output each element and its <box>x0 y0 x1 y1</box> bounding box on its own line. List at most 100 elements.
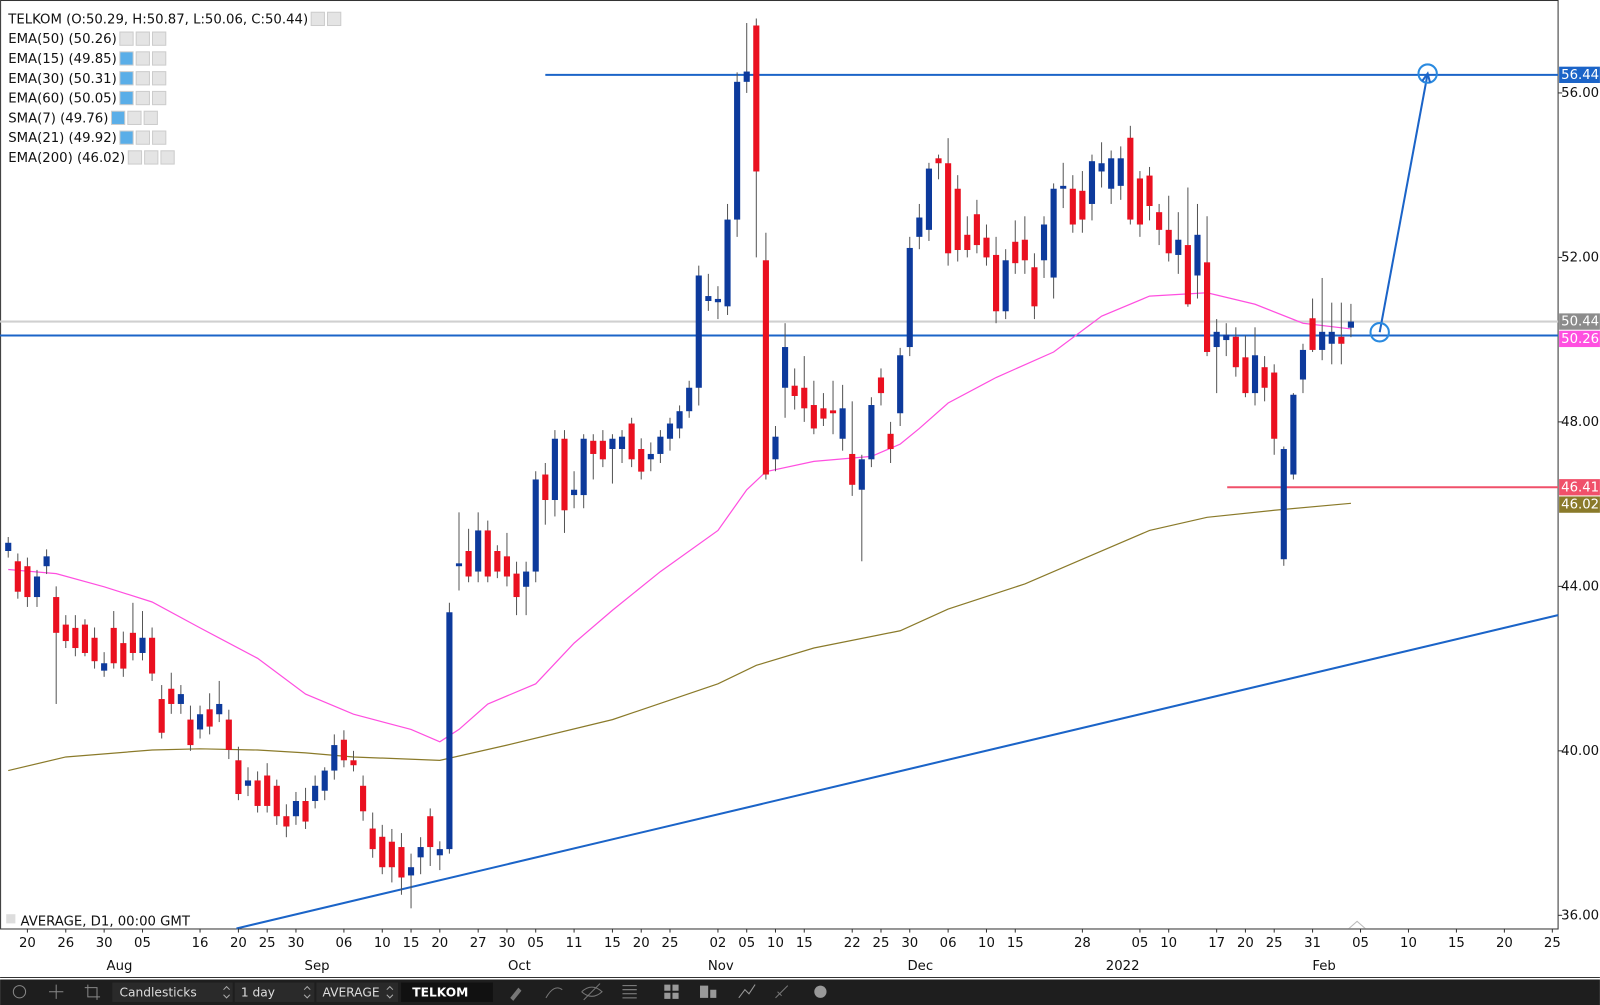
legend-icon[interactable] <box>310 11 325 27</box>
candle-body <box>724 219 731 307</box>
candle-body <box>599 440 606 460</box>
x-tick-label: 30 <box>499 936 516 951</box>
legend-icon[interactable] <box>119 90 134 106</box>
magnet-icon[interactable] <box>545 987 563 999</box>
candle-body <box>897 355 904 414</box>
plot-frame <box>0 0 1559 930</box>
legend-icon[interactable] <box>119 31 134 46</box>
hide-icon[interactable] <box>581 983 603 1001</box>
price-tag <box>1559 330 1600 348</box>
x-tick-label: 10 <box>1400 936 1417 951</box>
candle-body <box>302 801 309 822</box>
candle-body <box>523 571 530 587</box>
y-tick-label: 44.00 <box>1561 579 1599 594</box>
x-tick-label: 20 <box>1237 936 1254 951</box>
legend-icon[interactable] <box>160 150 175 165</box>
x-tick-label: 28 <box>1074 936 1091 951</box>
list-icon[interactable] <box>622 985 637 999</box>
legend-icon[interactable] <box>135 130 150 145</box>
legend-icon[interactable] <box>119 51 134 66</box>
legend-icon[interactable] <box>127 150 143 165</box>
layout-icon[interactable] <box>664 984 679 999</box>
candle-body <box>1347 321 1354 328</box>
candle-body <box>340 739 347 761</box>
y-tick-label: 40.00 <box>1561 744 1599 759</box>
projection-arrowhead <box>1421 71 1432 83</box>
candle-body <box>503 556 511 577</box>
candle-body <box>743 71 750 82</box>
candle-body <box>810 405 817 429</box>
candle-body <box>849 453 856 485</box>
candle-body <box>465 551 472 577</box>
candle-body <box>705 296 712 301</box>
candle-body <box>868 405 875 460</box>
candle-body <box>772 436 779 460</box>
x-tick-label: 05 <box>527 936 544 951</box>
legend-icon[interactable] <box>127 110 142 125</box>
candle-body <box>695 275 702 388</box>
template-icon[interactable] <box>700 985 717 998</box>
x-tick-label: 10 <box>374 936 391 951</box>
candle-body <box>1165 229 1172 254</box>
legend-icon[interactable] <box>119 71 134 86</box>
info-icon[interactable] <box>12 985 27 999</box>
legend-icon[interactable] <box>135 90 150 106</box>
legend-icon[interactable] <box>119 130 134 145</box>
type-select[interactable] <box>112 982 233 1002</box>
legend-icon[interactable] <box>135 71 150 86</box>
price-tag <box>1559 313 1600 330</box>
indicator-icon[interactable] <box>738 984 756 999</box>
candle-body <box>177 694 184 704</box>
legend-icon[interactable] <box>152 31 167 46</box>
candle-body <box>321 770 328 791</box>
crop-icon[interactable] <box>84 984 101 1000</box>
projection-line <box>1378 73 1429 333</box>
legend-icon[interactable] <box>152 130 167 145</box>
candle-body <box>820 408 827 419</box>
legend-icon[interactable] <box>135 31 150 46</box>
pen-icon[interactable] <box>510 987 522 1001</box>
x-tick-label: 15 <box>1007 936 1024 951</box>
legend-icon[interactable] <box>152 90 167 106</box>
candle-body <box>551 438 558 501</box>
price-select[interactable] <box>316 982 398 1002</box>
link-icon[interactable] <box>775 985 789 999</box>
candle-body <box>43 556 50 567</box>
legend-icon[interactable] <box>152 51 167 66</box>
nav-marker <box>1348 920 1366 929</box>
candle-body <box>542 474 549 501</box>
price-tag <box>1559 496 1600 513</box>
candle-body <box>1021 239 1028 261</box>
legend-icon[interactable] <box>152 71 167 86</box>
candle-body <box>110 627 117 664</box>
candle-body <box>129 632 136 653</box>
x-major-label: Sep <box>305 959 330 974</box>
candle-body <box>1002 260 1009 312</box>
indicator-line <box>8 292 1352 743</box>
x-tick-label: 10 <box>1160 936 1177 951</box>
x-tick-label: 25 <box>259 936 276 951</box>
candle-body <box>532 479 539 572</box>
legend-icon[interactable] <box>110 110 126 125</box>
candle-body <box>158 699 165 733</box>
symbol-box[interactable] <box>401 982 493 1002</box>
candle-body <box>590 440 597 454</box>
legend-icon[interactable] <box>135 51 150 66</box>
x-tick-label: 11 <box>566 936 583 951</box>
x-major-label: Aug <box>107 959 133 974</box>
candle-body <box>628 423 635 460</box>
period-select[interactable] <box>234 982 315 1002</box>
candle-body <box>225 719 232 751</box>
x-tick-label: 25 <box>662 936 679 951</box>
legend-icon[interactable] <box>143 110 158 125</box>
crosshair-icon[interactable] <box>49 984 64 999</box>
settings-icon[interactable] <box>814 985 827 998</box>
x-tick-label: 30 <box>96 936 113 951</box>
x-major-label: Dec <box>907 959 933 974</box>
x-tick-label: 25 <box>1266 936 1283 951</box>
legend-icon[interactable] <box>326 11 342 27</box>
x-tick-label: 31 <box>1304 936 1321 951</box>
toolbar-label: 1 day <box>241 985 275 999</box>
legend-icon[interactable] <box>144 150 159 165</box>
